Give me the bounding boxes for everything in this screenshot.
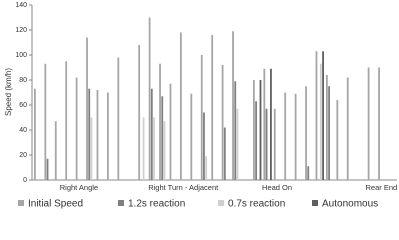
bar	[205, 156, 208, 180]
bar	[34, 88, 36, 180]
bar	[96, 90, 99, 180]
bar	[346, 77, 349, 180]
bar	[270, 68, 272, 180]
bar	[46, 158, 49, 180]
y-tick-label: 140	[15, 2, 27, 9]
bar	[107, 92, 109, 180]
y-tick-label: 0	[23, 177, 27, 184]
bar	[255, 101, 257, 180]
bar	[305, 86, 307, 180]
bar	[117, 57, 120, 180]
bar	[161, 96, 164, 180]
bar	[180, 32, 182, 180]
bar	[90, 117, 93, 180]
bar	[44, 63, 47, 180]
bar	[232, 31, 234, 180]
bar	[326, 75, 328, 180]
legend-swatch	[118, 200, 124, 206]
x-tick-label: Head On	[262, 183, 292, 192]
chart: Speed (km/h) 0 20 40 60 80 100 120 140 Right Ang…	[4, 2, 398, 210]
bar	[190, 93, 193, 180]
bar	[65, 61, 68, 180]
x-tick-label: Rear End	[366, 183, 398, 192]
bar	[319, 63, 322, 180]
y-axis-label: Speed (km/h)	[4, 68, 13, 116]
bar	[367, 67, 370, 180]
bar	[307, 166, 310, 180]
y-tick-label: 120	[15, 27, 27, 34]
bar	[159, 63, 161, 180]
bar	[236, 108, 239, 180]
bar	[142, 117, 145, 180]
bar	[263, 68, 266, 180]
legend-label: Autonomous	[322, 199, 378, 210]
legend-swatch	[312, 200, 318, 206]
bar	[200, 55, 203, 180]
y-tick-label: 80	[19, 77, 27, 84]
bar	[378, 67, 380, 180]
bar	[150, 88, 153, 180]
bar	[163, 121, 166, 180]
legend-label: Initial Speed	[28, 199, 83, 210]
bar	[138, 45, 141, 180]
y-tick-label: 20	[19, 152, 27, 159]
bar	[265, 108, 268, 180]
bar	[315, 51, 318, 180]
bar	[328, 86, 330, 180]
x-tick-label: Right Angle	[60, 183, 98, 192]
bar	[273, 108, 276, 180]
bar	[88, 88, 91, 180]
bar	[322, 51, 324, 180]
y-tick-label: 40	[19, 127, 27, 134]
bar	[148, 17, 151, 180]
bar	[253, 80, 255, 180]
y-tick-label: 60	[19, 102, 27, 109]
bar	[86, 37, 88, 180]
bar	[54, 121, 57, 180]
legend-swatch	[18, 200, 24, 206]
x-tick-label: Right Turn - Adjacent	[148, 183, 219, 192]
y-tick-label: 100	[15, 52, 27, 59]
bar	[221, 65, 224, 180]
bar	[234, 81, 237, 180]
bar	[284, 92, 287, 180]
bar	[259, 80, 262, 180]
bar	[153, 117, 155, 180]
bar	[294, 93, 297, 180]
bar	[336, 100, 339, 180]
legend-swatch	[218, 200, 224, 206]
legend-label: 1.2s reaction	[128, 199, 185, 210]
bar	[203, 112, 205, 180]
bar	[75, 77, 78, 180]
legend-label: 0.7s reaction	[228, 199, 285, 210]
bar	[211, 35, 214, 180]
bar	[223, 127, 226, 180]
bar	[169, 83, 172, 180]
